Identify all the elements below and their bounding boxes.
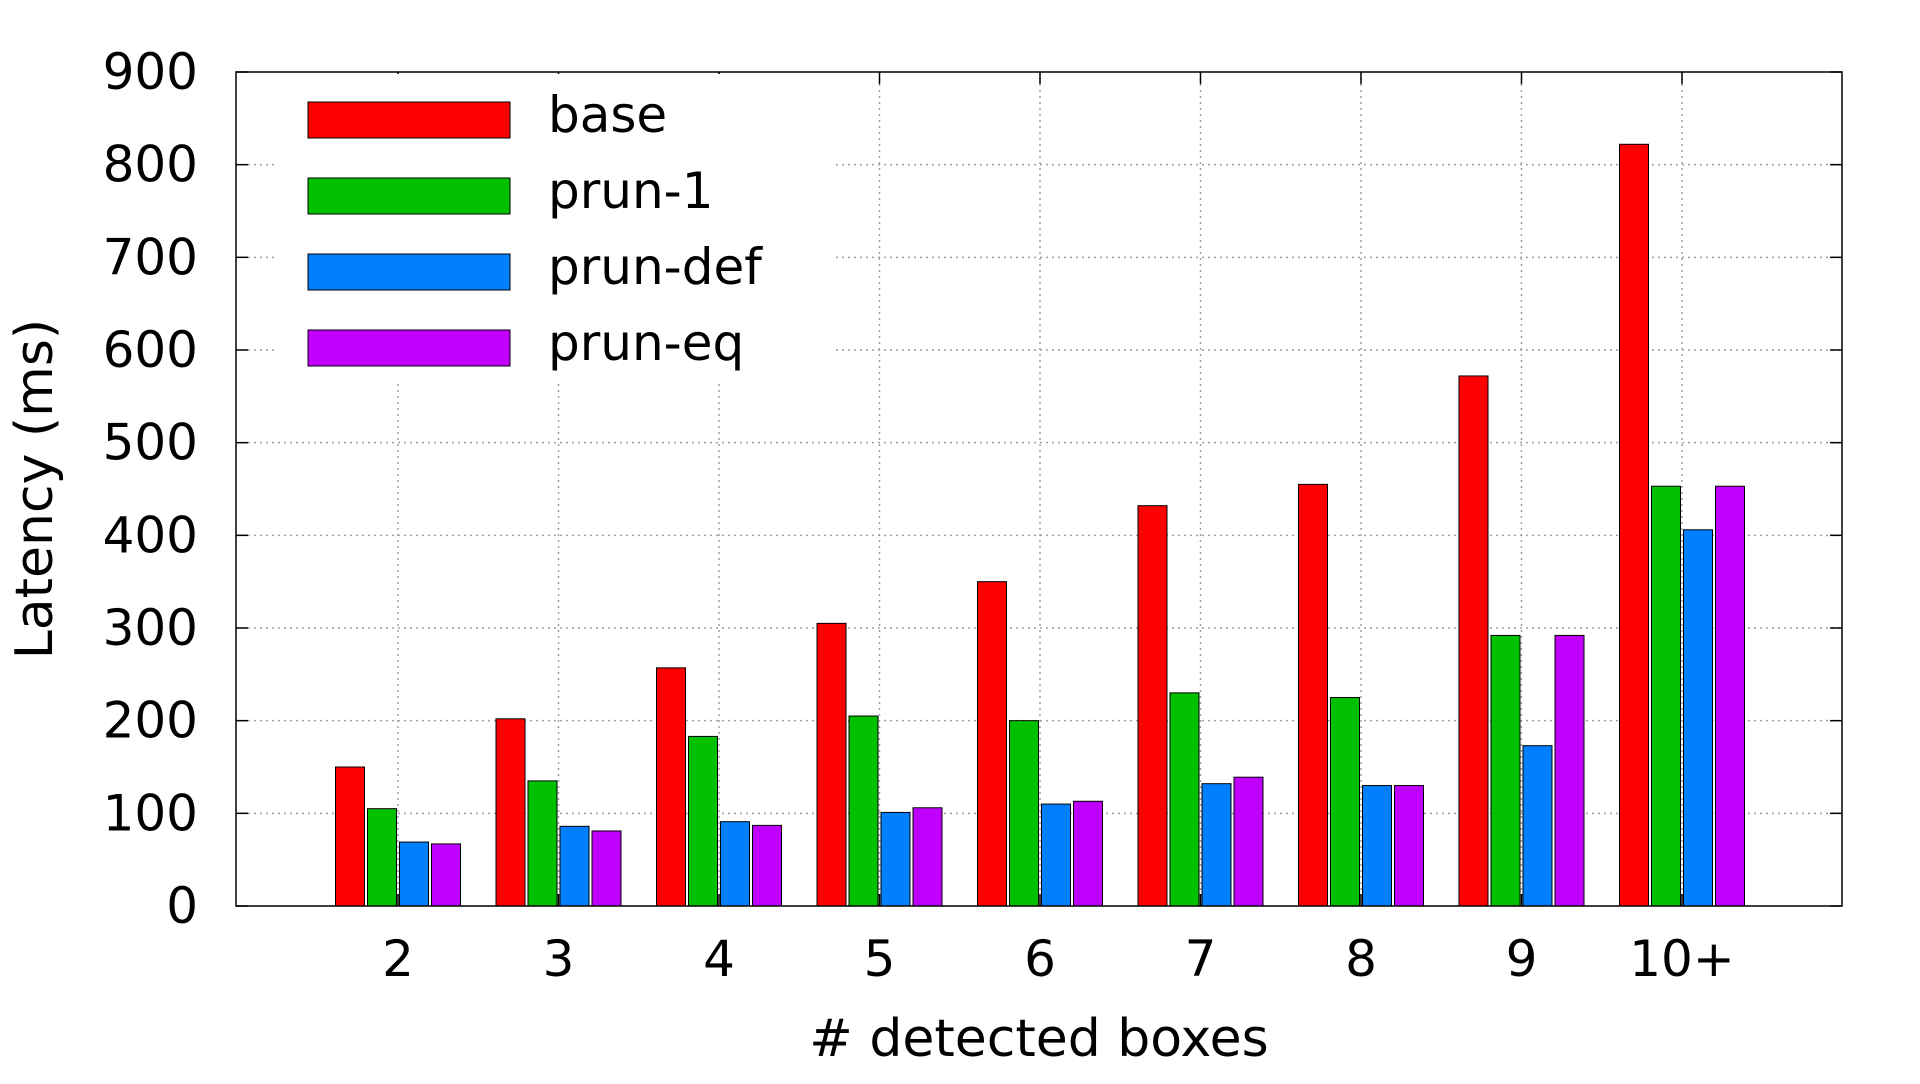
y-tick-label: 100 bbox=[103, 784, 198, 842]
bar-prun-1-7 bbox=[1169, 692, 1200, 907]
bar-prun-def-10+ bbox=[1683, 529, 1713, 907]
x-tick-label: 9 bbox=[1506, 930, 1538, 988]
bar-prun-eq-8 bbox=[1394, 785, 1424, 907]
bar-prun-eq-3 bbox=[591, 830, 622, 907]
bar-base-8 bbox=[1298, 483, 1328, 907]
bar-base-10+ bbox=[1619, 143, 1649, 907]
x-tick-label: 4 bbox=[703, 930, 735, 988]
bar-prun-1-6 bbox=[1009, 720, 1039, 907]
bar-base-4 bbox=[656, 667, 686, 907]
bar-prun-eq-7 bbox=[1233, 776, 1264, 907]
x-tick-labels: 2 3 4 5 6 7 8 9 10+ bbox=[382, 930, 1735, 988]
bar-prun-def-7 bbox=[1201, 783, 1232, 907]
bar-prun-eq-10+ bbox=[1715, 485, 1745, 907]
bar-prun-def-5 bbox=[880, 811, 911, 907]
y-tick-label: 700 bbox=[103, 228, 198, 286]
legend-label-base: base bbox=[548, 86, 667, 144]
bar-prun-eq-6 bbox=[1073, 800, 1103, 907]
bar-prun-eq-9 bbox=[1554, 634, 1585, 907]
x-tick-label: 7 bbox=[1185, 930, 1217, 988]
bar-prun-1-4 bbox=[688, 735, 718, 907]
legend: base prun-1 prun-def prun-eq bbox=[276, 74, 836, 380]
y-tick-label: 300 bbox=[103, 599, 198, 657]
legend-label-prun-def: prun-def bbox=[548, 238, 763, 296]
x-tick-label: 5 bbox=[864, 930, 896, 988]
bar-base-3 bbox=[495, 718, 526, 907]
x-tick-label: 8 bbox=[1345, 930, 1377, 988]
y-tick-labels: 0 100 200 300 400 500 600 700 800 900 bbox=[103, 43, 198, 935]
y-tick-label: 400 bbox=[103, 506, 198, 564]
bar-prun-1-3 bbox=[527, 780, 558, 907]
bar-base-2 bbox=[335, 766, 365, 907]
bar-prun-def-9 bbox=[1522, 745, 1553, 907]
y-axis-title: Latency (ms) bbox=[5, 319, 65, 659]
legend-label-prun-eq: prun-eq bbox=[548, 314, 744, 372]
bar-prun-def-3 bbox=[559, 825, 590, 907]
y-tick-label: 0 bbox=[166, 877, 198, 935]
legend-swatch-prun-1 bbox=[307, 177, 511, 215]
y-tick-label: 900 bbox=[103, 43, 198, 101]
bar-prun-1-8 bbox=[1330, 697, 1360, 907]
y-tick-label: 500 bbox=[103, 414, 198, 472]
y-tick-label: 200 bbox=[103, 692, 198, 750]
x-axis-title: # detected boxes bbox=[809, 1009, 1268, 1069]
bar-prun-1-9 bbox=[1490, 634, 1521, 907]
bar-prun-def-2 bbox=[399, 841, 429, 907]
bar-prun-1-2 bbox=[367, 808, 397, 907]
bar-prun-def-4 bbox=[720, 821, 750, 907]
y-tick-label: 600 bbox=[103, 321, 198, 379]
x-tick-label: 6 bbox=[1024, 930, 1056, 988]
legend-label-prun-1: prun-1 bbox=[548, 162, 714, 220]
x-tick-label: 3 bbox=[543, 930, 575, 988]
plot-frame bbox=[235, 71, 1843, 907]
bar-base-7 bbox=[1137, 505, 1168, 907]
bar-base-9 bbox=[1458, 375, 1489, 907]
legend-swatch-prun-def bbox=[307, 253, 511, 291]
bar-prun-1-5 bbox=[848, 715, 879, 907]
bar-prun-eq-5 bbox=[912, 807, 943, 907]
bar-prun-1-10+ bbox=[1651, 485, 1681, 907]
legend-swatch-base bbox=[307, 101, 511, 139]
x-tick-label: 2 bbox=[382, 930, 414, 988]
x-tick-label: 10+ bbox=[1629, 930, 1735, 988]
bar-base-5 bbox=[816, 622, 847, 907]
bar-prun-def-6 bbox=[1041, 803, 1071, 907]
bar-base-6 bbox=[977, 581, 1007, 907]
y-tick-label: 800 bbox=[103, 136, 198, 194]
bar-prun-eq-2 bbox=[431, 843, 461, 907]
legend-swatch-prun-eq bbox=[307, 329, 511, 367]
bar-prun-def-8 bbox=[1362, 785, 1392, 907]
bar-prun-eq-4 bbox=[752, 824, 782, 907]
